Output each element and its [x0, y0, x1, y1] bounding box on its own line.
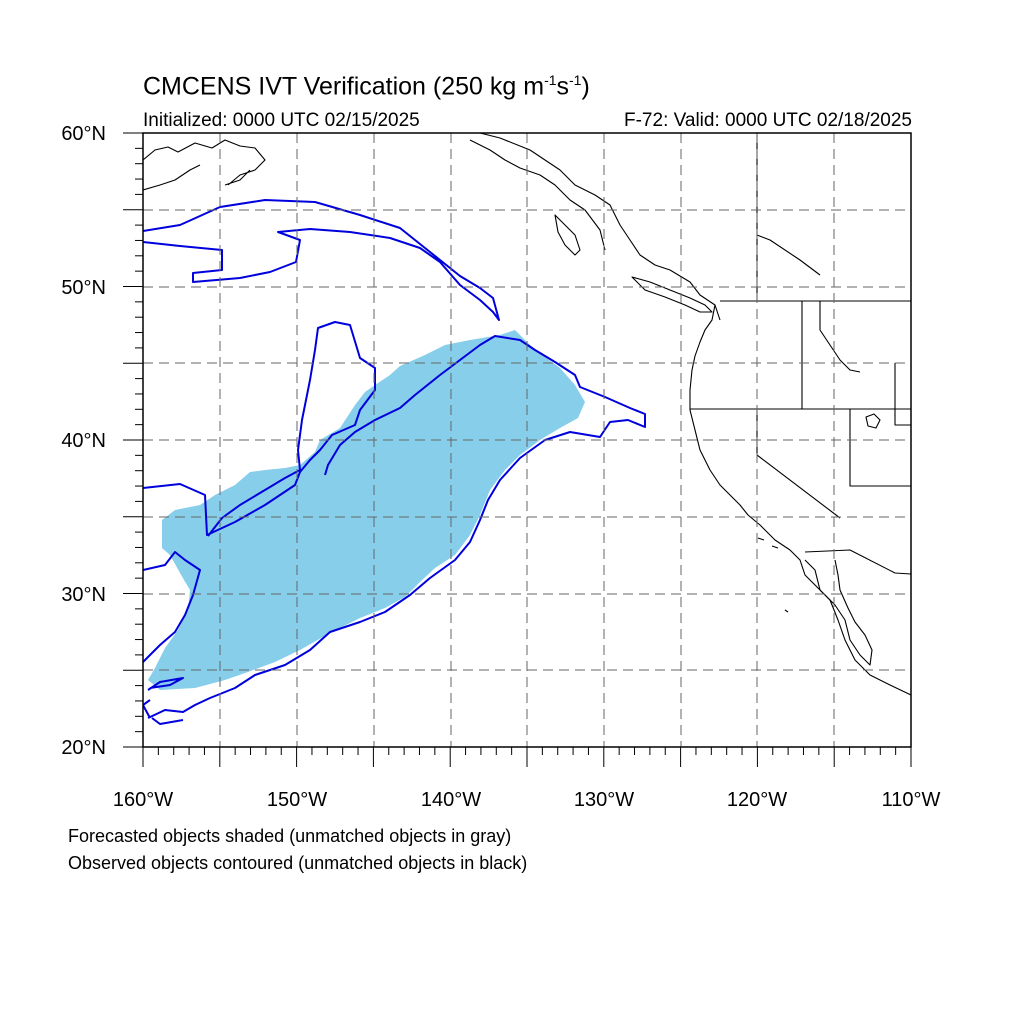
y-tick-label: 50°N — [61, 277, 106, 299]
haida-gwaii-island — [554, 214, 581, 256]
x-tick-label: 120°W — [727, 789, 787, 811]
init-time-label: Initialized: 0000 UTC 02/15/2025 — [143, 110, 420, 131]
observed-ivt-north-contour — [143, 199, 500, 321]
state-borders — [690, 133, 911, 575]
great-salt-lake — [865, 413, 881, 429]
x-tick-label: 160°W — [113, 789, 173, 811]
forecast-ivt-object — [148, 330, 585, 690]
observed-legend-note: Observed objects contoured (unmatched ob… — [68, 853, 528, 873]
valid-time-label: F-72: Valid: 0000 UTC 02/18/2025 — [624, 110, 912, 131]
forecast-legend-note: Forecasted objects shaded (unmatched obj… — [68, 826, 512, 846]
y-tick-label: 40°N — [61, 430, 106, 452]
y-tick-label: 60°N — [61, 123, 106, 145]
x-tick-label: 130°W — [574, 789, 634, 811]
alaska-coastline — [143, 139, 606, 251]
y-tick-label: 20°N — [61, 737, 106, 759]
baja-california — [804, 559, 873, 666]
map-title: CMCENS IVT Verification (250 kg m-1s-1) — [143, 72, 590, 101]
x-tick-label: 110°W — [882, 789, 941, 811]
lat-lon-grid — [143, 133, 911, 747]
x-tick-label: 140°W — [421, 789, 481, 811]
observed-ivt-main-contour — [143, 321, 646, 725]
y-tick-label: 30°N — [61, 584, 106, 606]
x-tick-label: 150°W — [267, 789, 327, 811]
channel-islands — [757, 537, 789, 613]
british-columbia-coastline — [479, 133, 721, 321]
